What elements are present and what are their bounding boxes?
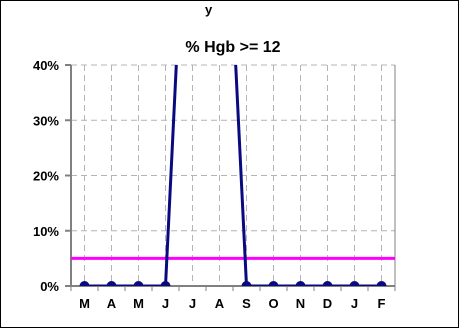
data-point (349, 281, 360, 286)
x-tick-label: S (242, 296, 251, 311)
data-point (106, 281, 117, 286)
x-tick-label: O (268, 296, 278, 311)
x-tick-label: M (133, 296, 144, 311)
x-tick-label: J (162, 296, 169, 311)
y-tick-label: 10% (33, 224, 59, 239)
y-tick-label: 40% (33, 58, 59, 73)
data-point (160, 281, 171, 286)
data-point (322, 281, 333, 286)
data-point (79, 281, 90, 286)
x-tick-label: J (351, 296, 358, 311)
data-point (268, 281, 279, 286)
data-point (133, 281, 144, 286)
x-tick-label: J (189, 296, 196, 311)
y-tick-label: 30% (33, 113, 59, 128)
x-tick-label: D (323, 296, 332, 311)
data-point (241, 281, 252, 286)
x-tick-label: F (378, 296, 386, 311)
mark-layer (71, 65, 395, 286)
y-tick-label: 0% (40, 279, 59, 294)
label-layer: 0% 10% 20% 30% 40% M A M J J A S O N D J F (33, 58, 386, 311)
header-fragment: y (205, 2, 213, 17)
data-point (376, 281, 387, 286)
x-tick-label: M (79, 296, 90, 311)
data-point (295, 281, 306, 286)
x-tick-label: A (107, 296, 117, 311)
y-tick-label: 20% (33, 169, 59, 184)
grid-layer (71, 64, 395, 286)
chart-title: % Hgb >= 12 (185, 39, 280, 56)
x-tick-label: A (215, 296, 225, 311)
x-tick-label: N (296, 296, 305, 311)
